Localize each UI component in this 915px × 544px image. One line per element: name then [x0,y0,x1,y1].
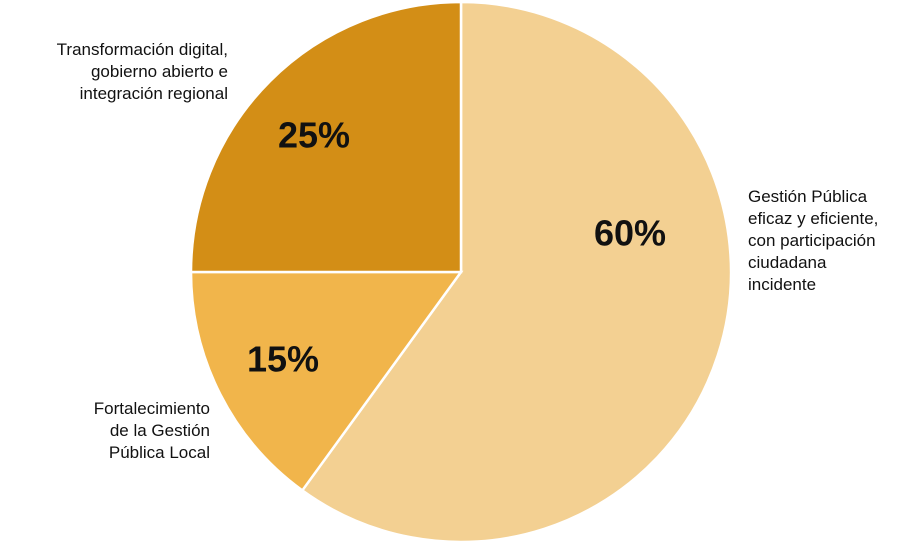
pie-slice-gestion-publica [300,0,733,544]
category-label-line: de la Gestión [110,421,210,440]
percent-label-transformacion-digital: 25% [278,115,350,156]
pie-slice-transformacion-digital [189,0,463,274]
category-label-line: eficaz y eficiente, [748,209,878,228]
category-label-line: con participación [748,231,876,250]
category-label-line: Fortalecimiento [94,399,210,418]
category-label-gestion-publica: Gestión Pública eficaz y eficiente, con pa… [748,187,878,294]
category-label-line: Transformación digital, [57,40,228,59]
pie-slices [189,0,733,544]
percent-labels: 60% 15% 25% [247,115,666,380]
category-label-line: integración regional [80,84,228,103]
category-label-line: Gestión Pública [748,187,868,206]
percent-label-gestion-publica: 60% [594,213,666,254]
pie-slice-fortalecimiento-gestion-local [189,270,464,493]
category-label-line: Pública Local [109,443,210,462]
percent-label-fortalecimiento-gestion-local: 15% [247,339,319,380]
category-label-line: gobierno abierto e [91,62,228,81]
category-labels: Gestión Pública eficaz y eficiente, con pa… [57,40,879,462]
category-label-fortalecimiento-gestion-local: Fortalecimiento de la Gestión Pública Loca… [94,399,210,462]
category-label-line: incidente [748,275,816,294]
category-label-transformacion-digital: Transformación digital, gobierno abierto … [57,40,228,103]
category-label-line: ciudadana [748,253,827,272]
